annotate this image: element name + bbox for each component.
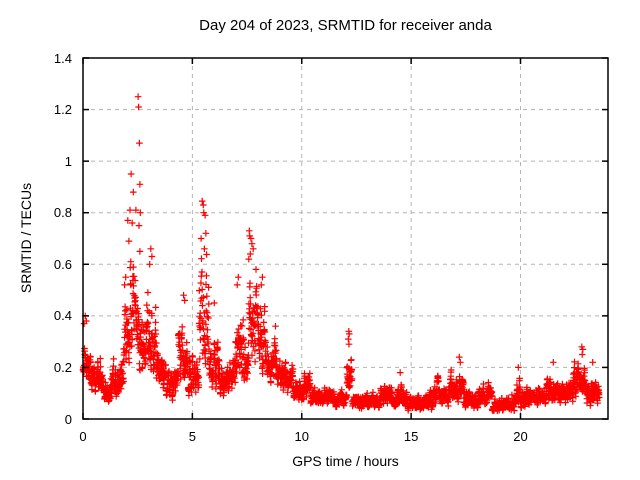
- x-tick-label-0: 0: [79, 429, 87, 444]
- scatter-points: [79, 93, 603, 415]
- x-tick-label-15: 15: [403, 429, 419, 444]
- x-tick-label-10: 10: [294, 429, 309, 444]
- y-tick-label-0.2: 0.2: [53, 359, 72, 375]
- x-tick-label-5: 5: [188, 429, 196, 444]
- y-tick-label-0.6: 0.6: [53, 256, 72, 272]
- x-axis-label: GPS time / hours: [292, 453, 399, 469]
- y-tick-label-1.2: 1.2: [53, 102, 72, 118]
- y-tick-label-0.8: 0.8: [53, 205, 72, 221]
- x-tick-label-20: 20: [513, 429, 528, 444]
- y-tick-label-0.4: 0.4: [53, 308, 72, 324]
- y-tick-label-1.4: 1.4: [53, 50, 72, 66]
- plot-border: [82, 57, 609, 420]
- chart-title: Day 204 of 2023, SRMTID for receiver and…: [199, 17, 492, 34]
- y-tick-label-0: 0: [64, 411, 72, 427]
- y-tick-label-1: 1: [64, 153, 72, 169]
